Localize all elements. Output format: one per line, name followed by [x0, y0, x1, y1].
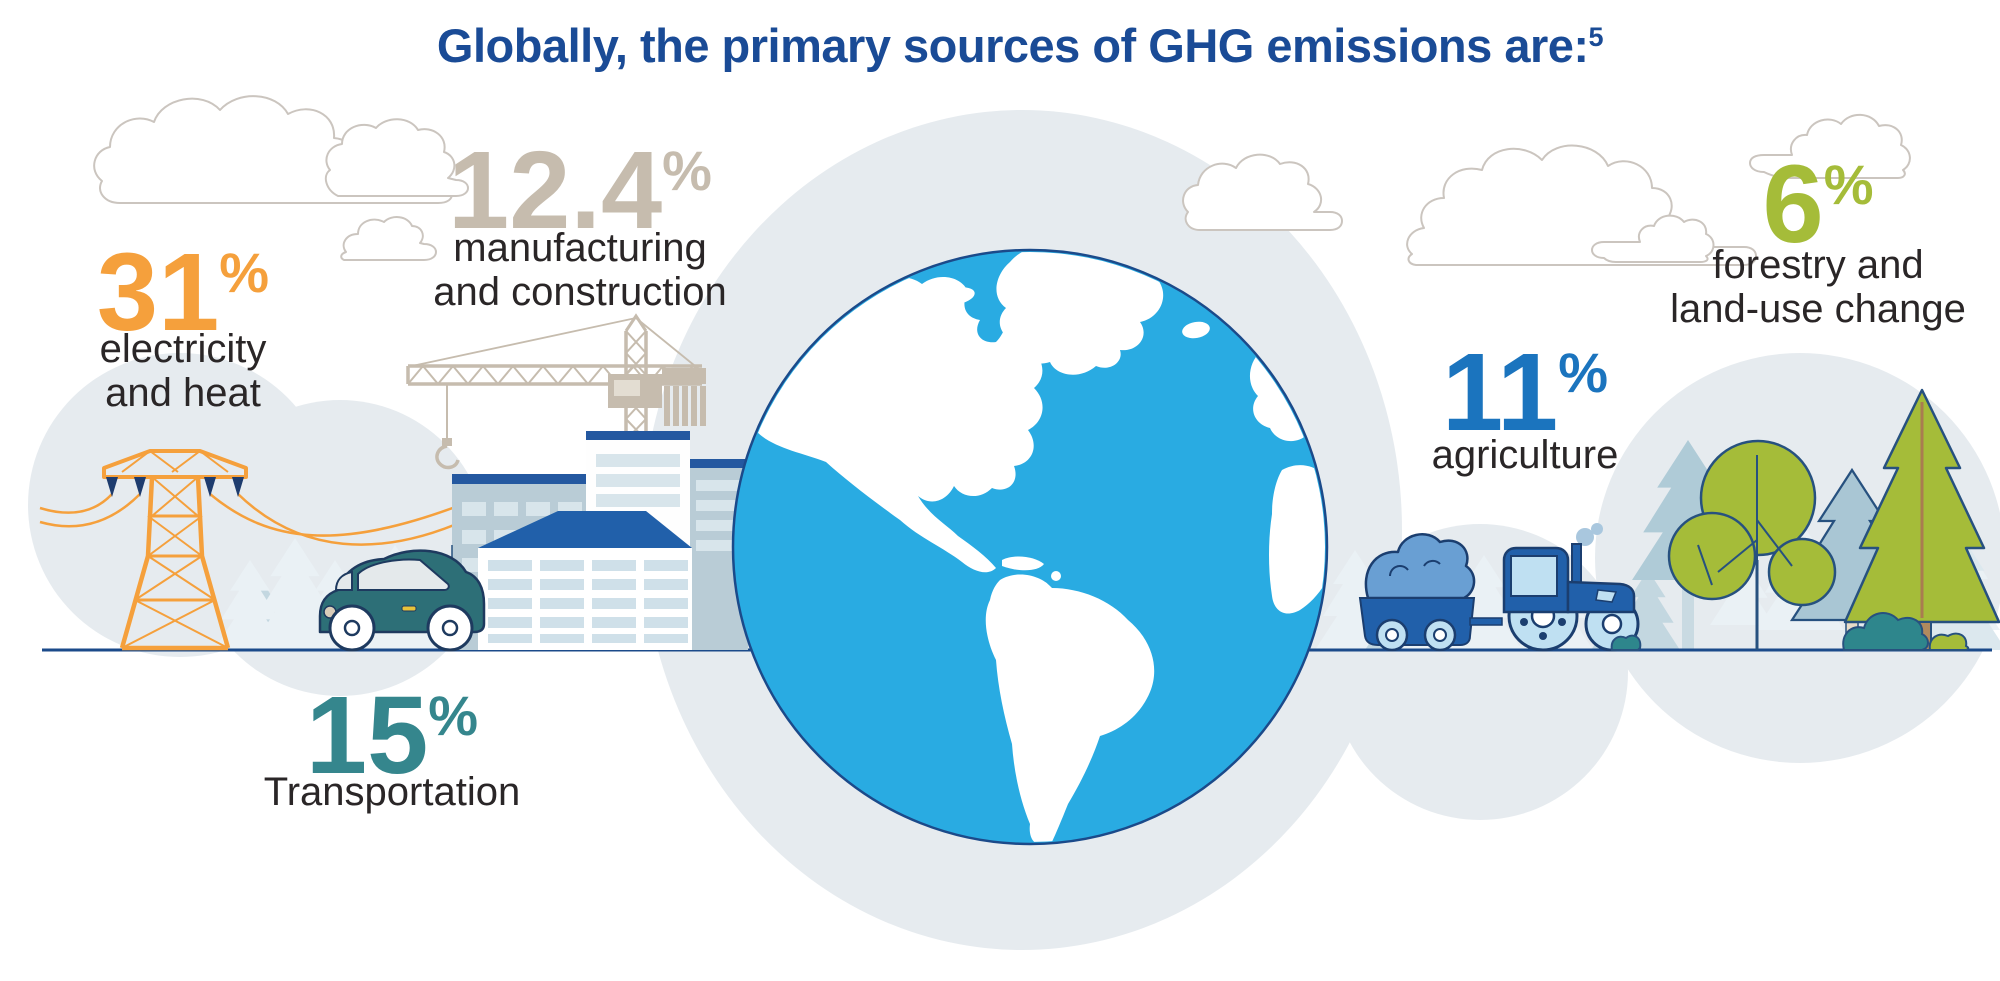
cloud-icon — [1749, 113, 1911, 179]
trees-icon — [1610, 388, 2000, 651]
stat-manufacturing-construction-value: 12.4% — [420, 128, 740, 255]
stat-transportation: 15% — [232, 673, 552, 800]
page-title: Globally, the primary sources of GHG emi… — [20, 18, 2000, 73]
construction-crane-icon — [406, 313, 706, 470]
label-line: agriculture — [1431, 433, 1619, 477]
transmission-tower-icon — [102, 449, 248, 651]
label-line: Transportation — [263, 770, 521, 814]
stat-value-text: 12.4 — [448, 129, 663, 252]
stat-value-text: 31 — [96, 231, 220, 354]
stat-agriculture-value: 11% — [1365, 330, 1685, 457]
stat-forestry-land-use-value: 6% — [1658, 142, 1978, 269]
percent-sign: % — [662, 139, 712, 202]
label-line: and construction — [433, 270, 727, 314]
label-line: land-use change — [1670, 287, 1966, 331]
stat-transportation-label: Transportation — [232, 770, 552, 814]
tractor-trailer-icon — [1358, 523, 1640, 652]
label-line: manufacturing — [453, 226, 707, 270]
percent-sign: % — [1558, 341, 1609, 404]
stat-electricity-heat-value: 31% — [23, 230, 343, 357]
percent-sign: % — [428, 684, 479, 747]
background-pines — [214, 440, 2000, 650]
stat-electricity-heat: 31% — [23, 230, 343, 357]
stat-forestry-land-use: 6% — [1658, 142, 1978, 269]
footnote-marker: 5 — [1588, 22, 1604, 52]
cloud-icon — [1591, 214, 1715, 263]
bush-icon — [1928, 632, 1970, 651]
cloud-icon — [340, 216, 437, 261]
label-line: forestry and — [1712, 243, 1924, 287]
stat-electricity-heat-label: electricity and heat — [23, 327, 343, 415]
stat-value-text: 11 — [1441, 331, 1559, 454]
stat-forestry-land-use-label: forestry and land-use change — [1658, 243, 1978, 331]
percent-sign: % — [1823, 153, 1874, 216]
bush-icon — [1842, 612, 1929, 651]
stat-manufacturing-construction-label: manufacturing and construction — [410, 226, 750, 314]
stat-manufacturing-construction: 12.4% — [420, 128, 740, 255]
clouds — [93, 95, 1911, 266]
stat-transportation-value: 15% — [232, 673, 552, 800]
cloud-icon — [1182, 153, 1343, 231]
bush-icon — [1610, 634, 1642, 651]
stat-agriculture: 11% — [1365, 330, 1685, 457]
page-title-text: Globally, the primary sources of GHG emi… — [436, 19, 1589, 72]
stat-agriculture-label: agriculture — [1365, 433, 1685, 477]
label-line: electricity — [99, 327, 267, 371]
stat-value-text: 6 — [1762, 143, 1824, 266]
factory-icon — [451, 431, 748, 650]
label-line: and heat — [105, 371, 261, 415]
car-icon — [318, 549, 486, 652]
power-lines-icon — [39, 493, 467, 546]
stat-value-text: 15 — [305, 674, 429, 797]
percent-sign: % — [219, 241, 270, 304]
cloud-icon — [324, 118, 469, 197]
